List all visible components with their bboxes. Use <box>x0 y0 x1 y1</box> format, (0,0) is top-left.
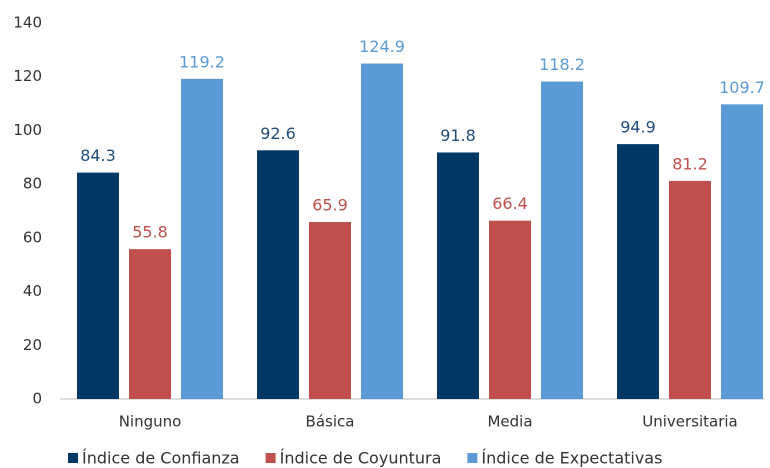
bar <box>617 144 659 399</box>
y-tick-label: 80 <box>23 175 42 193</box>
value-label: 94.9 <box>620 118 656 137</box>
y-tick-label: 0 <box>32 390 42 408</box>
bar <box>129 249 171 399</box>
bar <box>437 152 479 399</box>
legend-swatch <box>68 453 78 463</box>
legend-label: Índice de Confianza <box>82 449 240 468</box>
value-label: 55.8 <box>132 223 168 242</box>
value-label: 124.9 <box>359 37 405 56</box>
bar <box>489 220 531 399</box>
value-label: 65.9 <box>312 196 348 215</box>
y-tick-label: 100 <box>13 121 42 139</box>
bar <box>669 180 711 399</box>
bar <box>541 81 583 399</box>
x-tick-label: Básica <box>306 413 355 431</box>
x-tick-label: Ninguno <box>119 413 182 431</box>
y-tick-label: 40 <box>23 282 42 300</box>
bar <box>181 78 223 399</box>
legend-swatch <box>265 453 276 463</box>
y-tick-label: 60 <box>23 228 42 246</box>
bar <box>361 63 403 399</box>
value-label: 109.7 <box>719 78 765 97</box>
value-label: 91.8 <box>440 126 476 145</box>
value-label: 92.6 <box>260 124 296 143</box>
value-label: 119.2 <box>179 52 225 71</box>
bar <box>309 222 351 399</box>
x-tick-label: Media <box>487 413 532 431</box>
y-tick-label: 120 <box>13 67 42 85</box>
y-tick-label: 140 <box>13 14 42 32</box>
value-label: 81.2 <box>672 154 708 173</box>
bar <box>721 104 763 400</box>
x-tick-label: Universitaria <box>642 413 738 431</box>
legend-swatch <box>467 453 478 463</box>
value-label: 84.3 <box>80 146 116 165</box>
bar <box>77 172 119 399</box>
legend-label: Índice de Coyuntura <box>280 449 442 468</box>
bar <box>257 150 299 399</box>
y-tick-label: 20 <box>23 336 42 354</box>
legend-label: Índice de Expectativas <box>481 449 662 468</box>
value-label: 118.2 <box>539 55 585 74</box>
value-label: 66.4 <box>492 194 528 213</box>
